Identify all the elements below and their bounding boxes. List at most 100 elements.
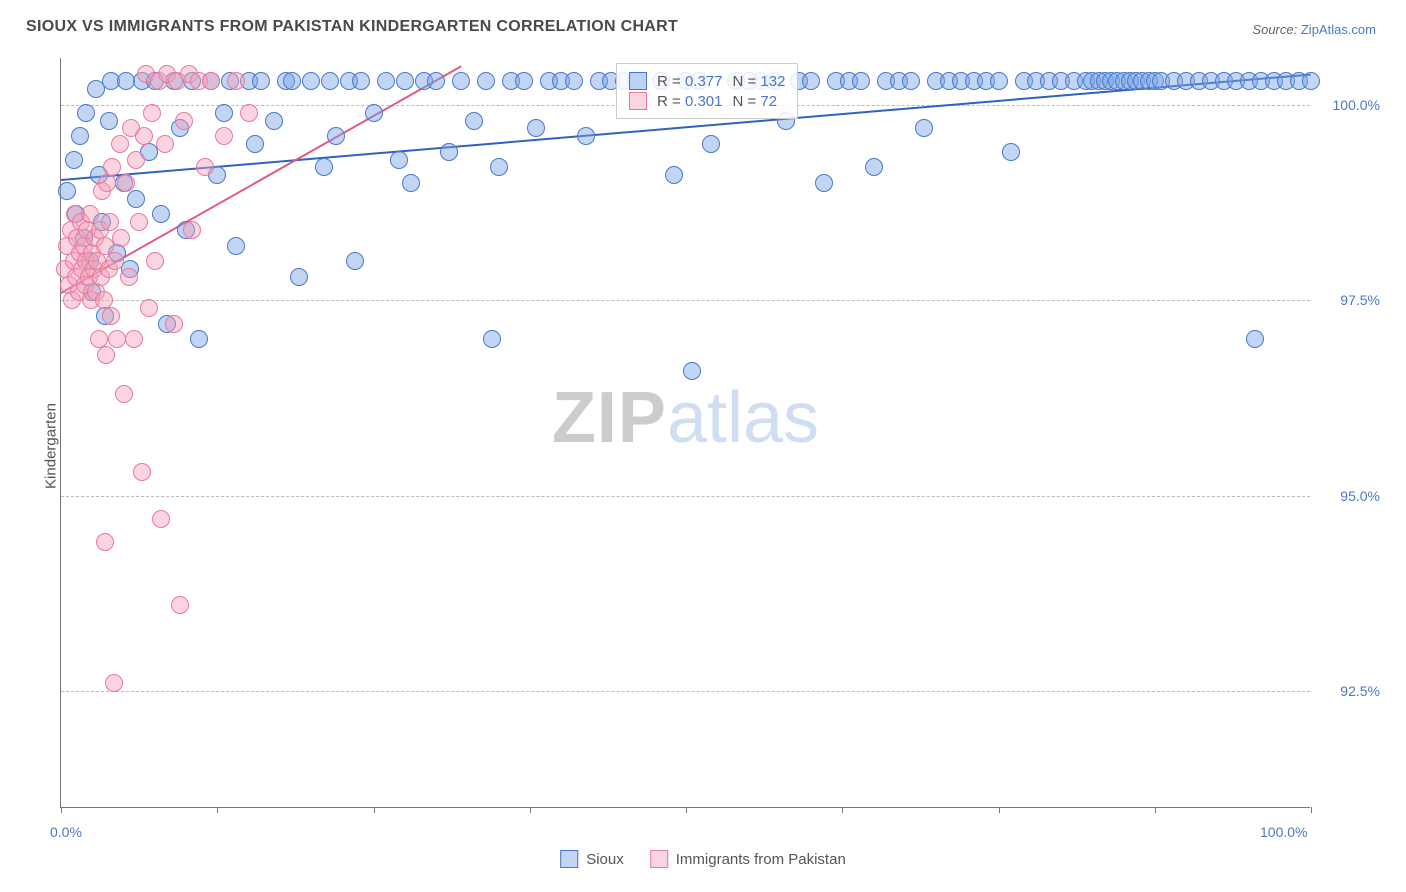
data-point — [97, 346, 115, 364]
data-point — [1302, 72, 1320, 90]
data-point — [183, 221, 201, 239]
data-point — [915, 119, 933, 137]
data-point — [346, 252, 364, 270]
data-point — [101, 213, 119, 231]
data-point — [125, 330, 143, 348]
x-tick-label: 0.0% — [50, 824, 82, 840]
y-axis-label: Kindergarten — [42, 403, 59, 489]
data-point — [215, 127, 233, 145]
data-point — [117, 174, 135, 192]
data-point — [103, 158, 121, 176]
data-point — [865, 158, 883, 176]
data-point — [665, 166, 683, 184]
stat-n: N = 72 — [732, 93, 777, 110]
data-point — [165, 315, 183, 333]
stat-r: R = 0.301 — [657, 93, 722, 110]
x-tick — [842, 807, 843, 813]
data-point — [100, 112, 118, 130]
gridline — [61, 496, 1310, 497]
data-point — [452, 72, 470, 90]
gridline — [61, 300, 1310, 301]
data-point — [990, 72, 1008, 90]
stats-legend: R = 0.377 N = 132 R = 0.301 N = 72 — [616, 63, 798, 119]
data-point — [112, 229, 130, 247]
watermark-zip: ZIP — [552, 378, 667, 458]
data-point — [483, 330, 501, 348]
x-tick — [1155, 807, 1156, 813]
data-point — [390, 151, 408, 169]
legend-swatch-icon — [629, 72, 647, 90]
data-point — [683, 362, 701, 380]
stat-r: R = 0.377 — [657, 73, 722, 90]
data-point — [96, 533, 114, 551]
legend-swatch-icon — [560, 850, 578, 868]
scatter-plot: ZIPatlas 92.5%95.0%97.5%100.0%R = 0.377N… — [60, 58, 1310, 808]
data-point — [515, 72, 533, 90]
source-value: ZipAtlas.com — [1301, 22, 1376, 37]
data-point — [190, 330, 208, 348]
data-point — [71, 127, 89, 145]
data-point — [365, 104, 383, 122]
series-legend: Sioux Immigrants from Pakistan — [560, 850, 846, 868]
legend-swatch-icon — [629, 92, 647, 110]
data-point — [1002, 143, 1020, 161]
data-point — [702, 135, 720, 153]
data-point — [202, 72, 220, 90]
data-point — [902, 72, 920, 90]
data-point — [215, 104, 233, 122]
x-tick — [686, 807, 687, 813]
data-point — [352, 72, 370, 90]
x-tick — [61, 807, 62, 813]
data-point — [802, 72, 820, 90]
data-point — [120, 268, 138, 286]
data-point — [152, 205, 170, 223]
data-point — [852, 72, 870, 90]
watermark-atlas: atlas — [667, 378, 819, 458]
data-point — [490, 158, 508, 176]
data-point — [377, 72, 395, 90]
data-point — [315, 158, 333, 176]
legend-label: Immigrants from Pakistan — [676, 851, 846, 868]
stat-n: N = 132 — [732, 73, 785, 90]
data-point — [1246, 330, 1264, 348]
data-point — [302, 72, 320, 90]
data-point — [196, 158, 214, 176]
x-tick — [1311, 807, 1312, 813]
x-tick — [374, 807, 375, 813]
data-point — [402, 174, 420, 192]
data-point — [321, 72, 339, 90]
data-point — [227, 237, 245, 255]
stats-row: R = 0.301 N = 72 — [629, 92, 785, 110]
data-point — [130, 213, 148, 231]
data-point — [140, 299, 158, 317]
data-point — [440, 143, 458, 161]
source-label: Source: — [1252, 22, 1297, 37]
data-point — [427, 72, 445, 90]
data-point — [98, 174, 116, 192]
data-point — [58, 182, 76, 200]
data-point — [105, 674, 123, 692]
data-point — [115, 385, 133, 403]
data-point — [127, 190, 145, 208]
x-tick — [999, 807, 1000, 813]
y-tick-label: 95.0% — [1340, 488, 1380, 504]
data-point — [246, 135, 264, 153]
data-point — [156, 135, 174, 153]
watermark: ZIPatlas — [552, 377, 819, 459]
chart-title: SIOUX VS IMMIGRANTS FROM PAKISTAN KINDER… — [26, 18, 678, 36]
data-point — [175, 112, 193, 130]
data-point — [143, 104, 161, 122]
data-point — [815, 174, 833, 192]
data-point — [127, 151, 145, 169]
data-point — [527, 119, 545, 137]
stats-row: R = 0.377 N = 132 — [629, 72, 785, 90]
data-point — [106, 252, 124, 270]
legend-swatch-icon — [650, 850, 668, 868]
data-point — [171, 596, 189, 614]
data-point — [133, 463, 151, 481]
data-point — [111, 135, 129, 153]
x-tick — [530, 807, 531, 813]
legend-label: Sioux — [586, 851, 624, 868]
gridline — [61, 691, 1310, 692]
data-point — [146, 252, 164, 270]
